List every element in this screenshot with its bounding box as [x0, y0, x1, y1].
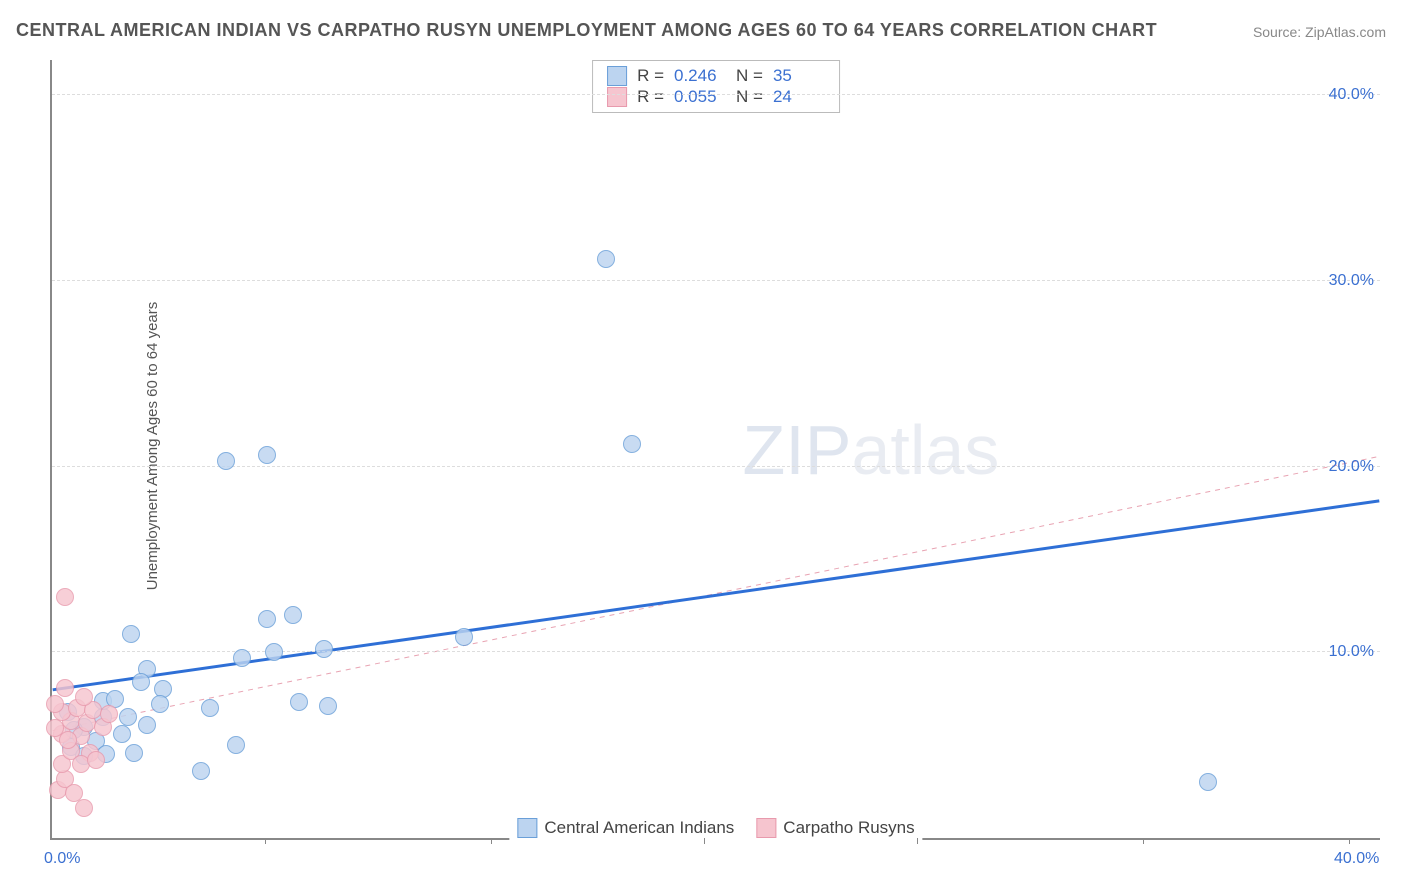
data-point — [46, 695, 64, 713]
trend-line — [53, 501, 1380, 690]
n-label: N = — [736, 66, 763, 86]
data-point — [1199, 773, 1217, 791]
legend-item-1: Central American Indians — [517, 818, 734, 838]
x-tick-mark — [491, 838, 492, 844]
y-tick-label: 40.0% — [1329, 86, 1374, 104]
y-tick-label: 30.0% — [1329, 272, 1374, 290]
data-point — [56, 679, 74, 697]
swatch-icon — [607, 66, 627, 86]
data-point — [75, 688, 93, 706]
source-credit: Source: ZipAtlas.com — [1253, 24, 1386, 40]
data-point — [132, 673, 150, 691]
data-point — [75, 799, 93, 817]
y-tick-label: 10.0% — [1329, 643, 1374, 661]
swatch-icon — [517, 818, 537, 838]
data-point — [59, 731, 77, 749]
data-point — [113, 725, 131, 743]
data-point — [151, 695, 169, 713]
data-point — [56, 588, 74, 606]
r-value-2: 0.055 — [674, 87, 726, 107]
data-point — [597, 250, 615, 268]
legend-row-series1: R = 0.246 N = 35 — [607, 66, 825, 86]
data-point — [192, 762, 210, 780]
n-value-2: 24 — [773, 87, 825, 107]
data-point — [319, 697, 337, 715]
data-point — [290, 693, 308, 711]
n-value-1: 35 — [773, 66, 825, 86]
data-point — [258, 446, 276, 464]
legend-row-series2: R = 0.055 N = 24 — [607, 87, 825, 107]
data-point — [100, 705, 118, 723]
data-point — [455, 628, 473, 646]
gridline — [52, 94, 1380, 95]
r-label: R = — [637, 66, 664, 86]
data-point — [315, 640, 333, 658]
data-point — [233, 649, 251, 667]
trend-line — [53, 456, 1380, 730]
x-tick-mark — [704, 838, 705, 844]
correlation-legend: R = 0.246 N = 35 R = 0.055 N = 24 — [592, 60, 840, 113]
scatter-plot: ZIPatlas R = 0.246 N = 35 R = 0.055 N = … — [50, 60, 1380, 840]
data-point — [119, 708, 137, 726]
x-tick-max: 40.0% — [1334, 850, 1379, 868]
trend-lines — [52, 60, 1380, 838]
swatch-icon — [607, 87, 627, 107]
data-point — [623, 435, 641, 453]
chart-title: CENTRAL AMERICAN INDIAN VS CARPATHO RUSY… — [16, 20, 1157, 41]
watermark-atlas: atlas — [851, 411, 999, 489]
data-point — [87, 751, 105, 769]
data-point — [201, 699, 219, 717]
x-tick-mark — [1143, 838, 1144, 844]
watermark: ZIPatlas — [743, 410, 1000, 490]
data-point — [217, 452, 235, 470]
swatch-icon — [756, 818, 776, 838]
watermark-zip: ZIP — [743, 411, 852, 489]
gridline — [52, 466, 1380, 467]
x-tick-mark — [265, 838, 266, 844]
y-tick-label: 20.0% — [1329, 458, 1374, 476]
data-point — [265, 643, 283, 661]
data-point — [227, 736, 245, 754]
x-tick-mark — [917, 838, 918, 844]
data-point — [284, 606, 302, 624]
data-point — [125, 744, 143, 762]
series-legend: Central American Indians Carpatho Rusyns — [509, 816, 922, 840]
legend-item-2: Carpatho Rusyns — [756, 818, 914, 838]
x-tick-mark — [1349, 838, 1350, 844]
data-point — [138, 716, 156, 734]
r-value-1: 0.246 — [674, 66, 726, 86]
x-tick-0: 0.0% — [44, 850, 80, 868]
gridline — [52, 280, 1380, 281]
r-label: R = — [637, 87, 664, 107]
series-2-name: Carpatho Rusyns — [783, 818, 914, 838]
series-1-name: Central American Indians — [544, 818, 734, 838]
n-label: N = — [736, 87, 763, 107]
data-point — [65, 784, 83, 802]
gridline — [52, 651, 1380, 652]
data-point — [258, 610, 276, 628]
data-point — [122, 625, 140, 643]
